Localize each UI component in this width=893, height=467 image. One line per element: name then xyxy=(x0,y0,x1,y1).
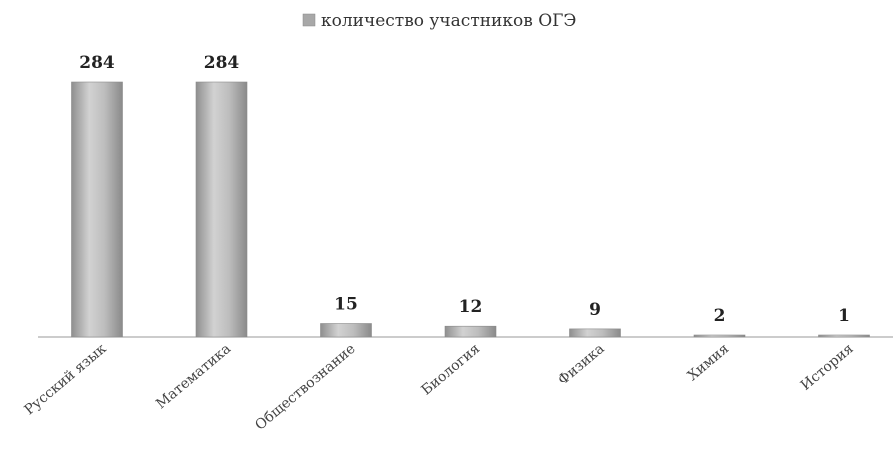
data-label: 1 xyxy=(838,306,850,326)
data-label: 12 xyxy=(459,297,483,317)
x-tick-label: Физика xyxy=(555,341,607,389)
data-label: 284 xyxy=(79,53,115,73)
x-tick-label: Обществознание xyxy=(252,341,358,434)
x-tick-label: Математика xyxy=(153,341,234,412)
data-label: 284 xyxy=(204,53,240,73)
bar xyxy=(693,334,746,338)
bar xyxy=(818,334,870,338)
legend-swatch xyxy=(302,13,316,27)
bar xyxy=(195,81,248,338)
x-tick-label: Химия xyxy=(685,341,732,384)
data-label: 15 xyxy=(334,295,358,315)
bar xyxy=(71,81,123,338)
x-tick-label: История xyxy=(798,341,857,394)
value-labels-group: 284 284 15 12 9 2 1 xyxy=(79,53,850,326)
bars-group xyxy=(71,81,870,338)
bar xyxy=(569,328,621,338)
x-tick-label: Русский язык xyxy=(21,341,109,419)
bar xyxy=(444,325,497,338)
x-tick-labels-group: Русский язык Математика Обществознание Биол… xyxy=(21,341,856,434)
bar xyxy=(320,323,372,338)
data-label: 9 xyxy=(589,300,601,320)
legend-label: количество участников ОГЭ xyxy=(321,11,576,31)
data-label: 2 xyxy=(714,306,726,326)
x-tick-label: Биология xyxy=(418,341,483,399)
legend: количество участников ОГЭ xyxy=(302,11,576,31)
